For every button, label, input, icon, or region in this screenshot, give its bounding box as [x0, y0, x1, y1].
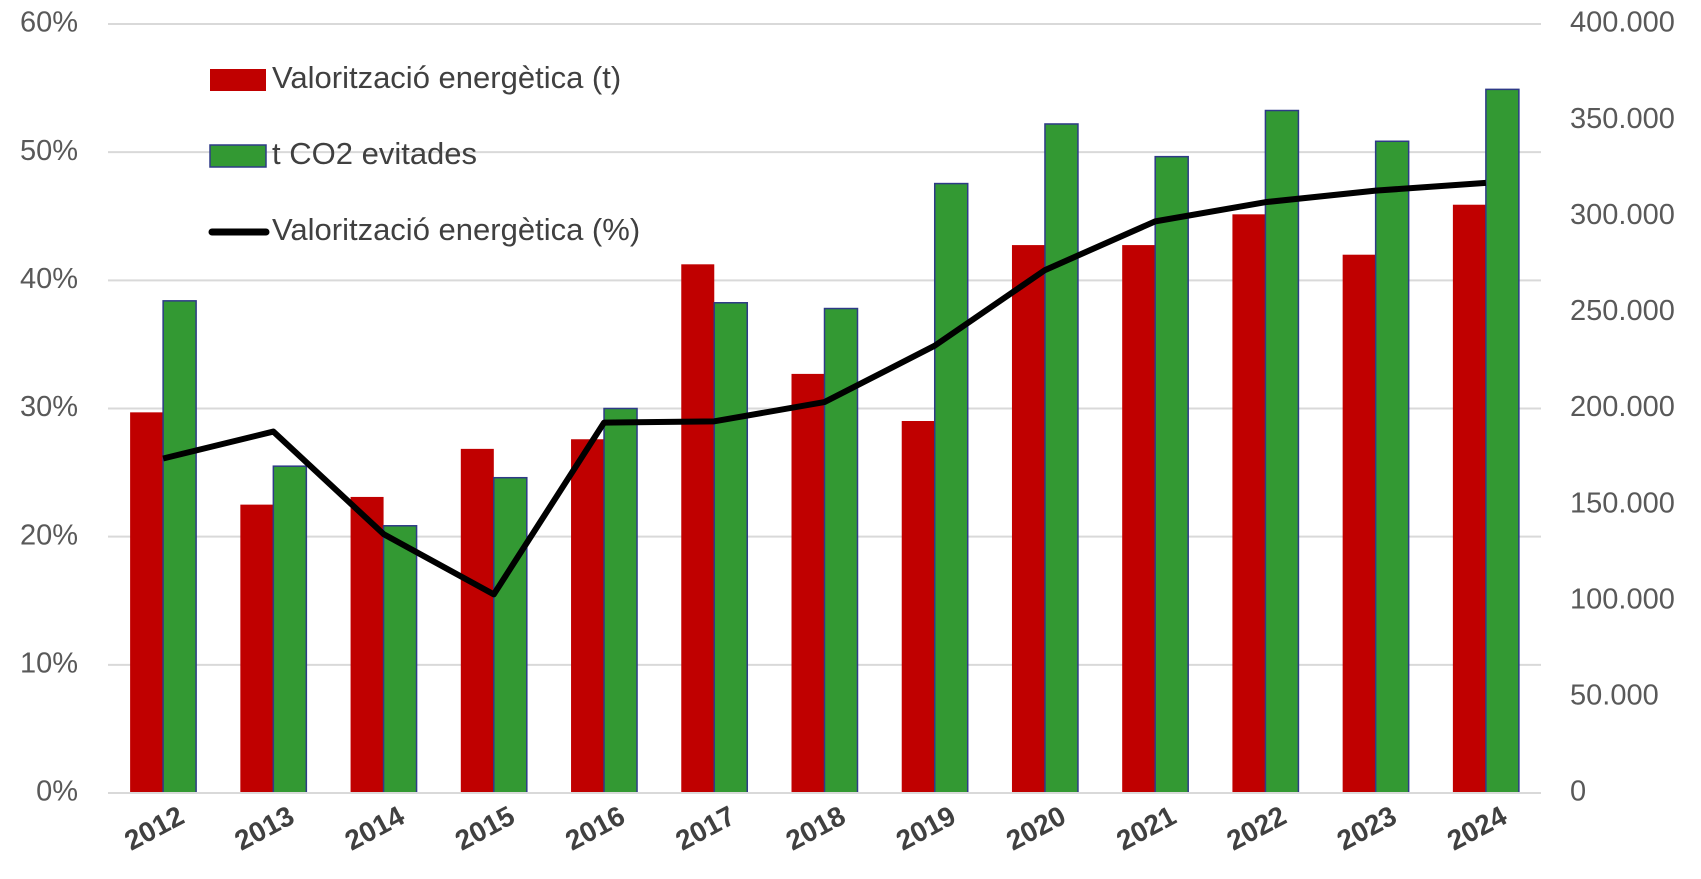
y2-tick-label: 400.000 — [1570, 7, 1675, 39]
bar — [162, 300, 197, 794]
x-tick-label: 2015 — [450, 800, 520, 857]
x-tick-label: 2024 — [1442, 800, 1512, 857]
bar — [791, 373, 825, 793]
bar — [350, 496, 384, 793]
bar — [272, 465, 308, 794]
bar — [933, 182, 969, 794]
x-tick-label: 2014 — [340, 800, 410, 857]
bar — [1342, 254, 1376, 793]
bar — [130, 412, 164, 793]
bar — [1122, 245, 1156, 793]
x-tick-label: 2020 — [1001, 800, 1071, 857]
legend-swatch — [210, 69, 266, 91]
legend-label: Valorització energètica (%) — [272, 212, 640, 247]
bar — [1374, 140, 1410, 794]
x-tick-label: 2021 — [1111, 800, 1181, 857]
bar — [1264, 109, 1300, 794]
bar — [603, 407, 638, 794]
y2-tick-label: 350.000 — [1570, 103, 1675, 135]
y2-tick-label: 200.000 — [1570, 391, 1675, 423]
y2-tick-label: 50.000 — [1570, 680, 1659, 712]
bar — [1044, 123, 1079, 794]
x-tick-label: 2016 — [560, 800, 630, 857]
y-tick-label: 60% — [20, 7, 78, 39]
x-tick-label: 2022 — [1222, 800, 1292, 857]
bar — [1452, 204, 1486, 794]
legend-label: Valorització energètica (t) — [272, 60, 621, 95]
bar — [1154, 155, 1189, 794]
bar — [823, 307, 859, 794]
bar — [1232, 214, 1266, 793]
bar — [1485, 88, 1520, 794]
bar — [901, 420, 935, 793]
bar — [681, 264, 715, 793]
y-tick-label: 0% — [36, 776, 78, 808]
y-tick-label: 10% — [20, 647, 78, 679]
x-tick-label: 2023 — [1332, 800, 1402, 857]
x-tick-label: 2017 — [670, 800, 740, 857]
line — [162, 179, 1487, 598]
legend-swatch — [209, 144, 267, 168]
y-tick-label: 20% — [20, 519, 78, 551]
x-tick-label: 2019 — [891, 800, 961, 857]
bar — [240, 504, 274, 793]
y-tick-label: 40% — [20, 263, 78, 295]
y-tick-label: 30% — [20, 391, 78, 423]
bar — [382, 525, 418, 794]
y2-tick-label: 0 — [1570, 776, 1586, 808]
x-tick-label: 2013 — [230, 800, 300, 857]
bar — [493, 476, 528, 794]
y2-tick-label: 300.000 — [1570, 199, 1675, 231]
y-tick-label: 50% — [20, 135, 78, 167]
bar — [571, 439, 605, 793]
y2-tick-label: 250.000 — [1570, 295, 1675, 327]
y2-tick-label: 150.000 — [1570, 487, 1675, 519]
legend-label: t CO2 evitades — [272, 136, 477, 171]
bar — [1011, 245, 1045, 793]
bar — [460, 448, 494, 793]
y2-tick-label: 100.000 — [1570, 583, 1675, 615]
x-tick-label: 2018 — [781, 800, 851, 857]
bar — [713, 302, 749, 794]
x-tick-label: 2012 — [119, 800, 189, 857]
